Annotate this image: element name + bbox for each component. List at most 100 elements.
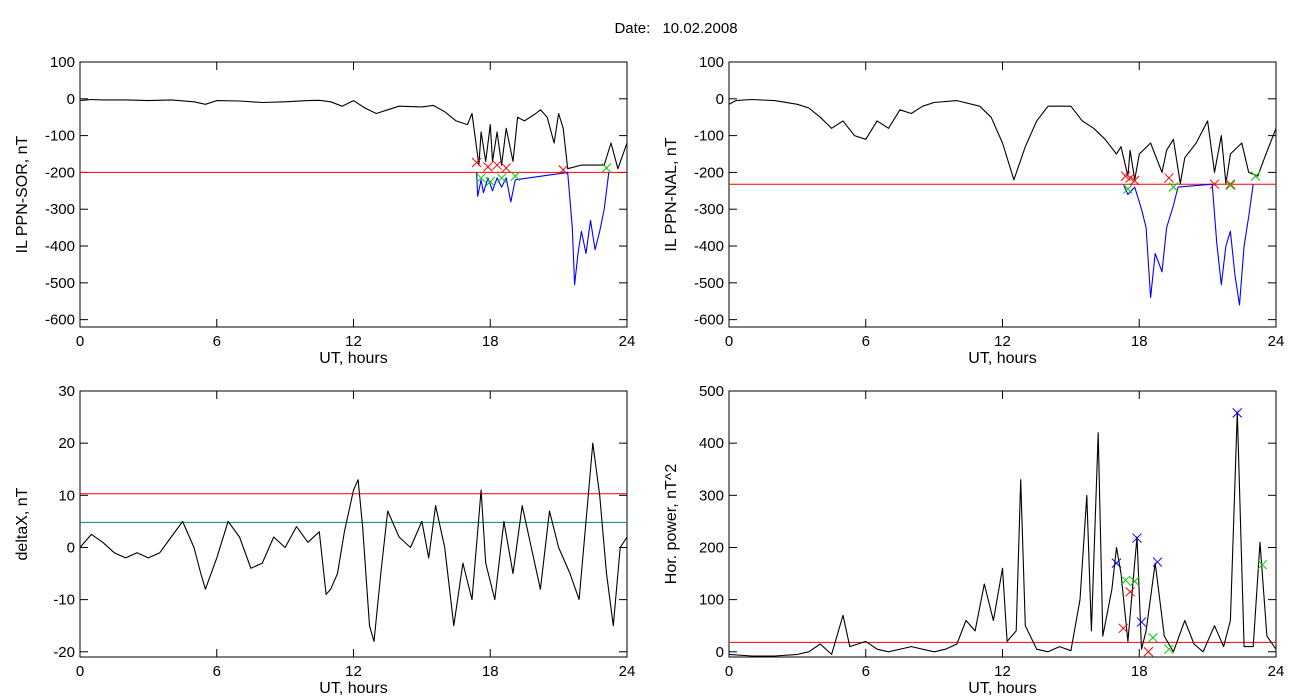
x-tick-label: 18 bbox=[1131, 333, 1148, 350]
x-axis-label: UT, hours bbox=[319, 350, 387, 367]
x-axis-label: UT, hours bbox=[968, 680, 1036, 697]
data-marker bbox=[1257, 559, 1268, 570]
data-marker bbox=[1225, 179, 1236, 190]
data-marker bbox=[1152, 557, 1163, 567]
y-tick-label: 400 bbox=[699, 435, 724, 452]
x-tick-label: 0 bbox=[725, 663, 733, 680]
data-marker bbox=[1122, 184, 1133, 194]
y-tick-label: 20 bbox=[58, 435, 75, 452]
data-marker bbox=[1232, 408, 1243, 418]
data-marker bbox=[1143, 646, 1154, 657]
data-marker bbox=[1250, 171, 1261, 181]
x-tick-label: 6 bbox=[862, 663, 870, 680]
x-tick-label: 18 bbox=[482, 333, 499, 350]
y-tick-label: -10 bbox=[53, 592, 75, 609]
panel-hor-power: 0 6 12 18 24 500 400 300 200 100 0 UT, hours Hor. po… bbox=[663, 383, 1284, 697]
data-marker bbox=[483, 162, 493, 172]
data-marker bbox=[1125, 173, 1135, 183]
data-marker bbox=[1118, 623, 1129, 634]
series-line bbox=[80, 98, 627, 170]
panel-deltax: 0 6 12 18 24 30 20 10 0 -10 -20 UT, hours deltaX, nT bbox=[14, 383, 635, 697]
plot-frame bbox=[79, 61, 628, 328]
x-axis-label: UT, hours bbox=[968, 350, 1036, 367]
data-marker bbox=[1148, 632, 1158, 643]
x-tick-label: 12 bbox=[994, 663, 1011, 680]
y-tick-label: 0 bbox=[716, 91, 724, 108]
panel-ppn-nal: 0 6 12 18 24 100 0 -100 -200 -300 -400 -500 -600 UT, … bbox=[663, 54, 1284, 367]
x-tick-label: 0 bbox=[76, 663, 84, 680]
data-marker bbox=[496, 173, 507, 183]
plot-area bbox=[80, 98, 627, 286]
y-tick-label: -600 bbox=[694, 312, 724, 329]
x-tick-label: 12 bbox=[345, 333, 362, 350]
x-tick-label: 24 bbox=[619, 333, 636, 350]
series-line bbox=[729, 411, 1276, 657]
panel-ppn-sor: 0 6 12 18 24 100 0 -100 -200 -300 -400 -500 -600 UT, … bbox=[14, 54, 635, 367]
y-tick-label: 300 bbox=[699, 487, 724, 504]
data-marker bbox=[492, 160, 502, 170]
data-marker bbox=[1129, 175, 1140, 186]
data-marker bbox=[501, 163, 512, 173]
plot-frame bbox=[79, 390, 628, 658]
y-tick-label: -100 bbox=[45, 128, 75, 145]
y-tick-label: -20 bbox=[53, 644, 75, 661]
y-tick-label: -600 bbox=[45, 312, 75, 329]
y-tick-label: 0 bbox=[716, 644, 724, 661]
y-tick-label: 100 bbox=[50, 54, 75, 71]
data-marker bbox=[476, 173, 486, 183]
x-axis-label: UT, hours bbox=[319, 680, 387, 697]
x-tick-label: 6 bbox=[862, 333, 870, 350]
y-tick-label: 100 bbox=[699, 54, 724, 71]
y-tick-label: -200 bbox=[694, 164, 724, 181]
plot-area bbox=[729, 408, 1276, 657]
series-line bbox=[476, 171, 610, 286]
plot-area bbox=[729, 98, 1276, 306]
y-tick-label: -500 bbox=[45, 275, 75, 292]
data-marker bbox=[1209, 179, 1220, 190]
data-marker bbox=[510, 171, 521, 181]
date-label: Date: bbox=[614, 20, 650, 37]
x-tick-label: 6 bbox=[213, 333, 221, 350]
x-tick-label: 12 bbox=[345, 663, 362, 680]
data-marker bbox=[1125, 586, 1135, 597]
y-axis-label: Hor. power, nT^2 bbox=[663, 464, 680, 585]
plot-frame bbox=[728, 61, 1277, 328]
y-tick-label: -200 bbox=[45, 164, 75, 181]
y-tick-label: -500 bbox=[694, 275, 724, 292]
y-tick-label: 100 bbox=[699, 592, 724, 609]
plot-area bbox=[80, 442, 627, 642]
data-marker bbox=[601, 163, 612, 173]
y-tick-label: 30 bbox=[58, 383, 75, 400]
series-line bbox=[80, 442, 627, 642]
data-marker bbox=[1136, 617, 1147, 627]
data-marker bbox=[1129, 576, 1140, 587]
y-tick-label: 10 bbox=[58, 487, 75, 504]
series-line bbox=[1122, 183, 1254, 306]
y-axis-label: IL PPN-SOR, nT bbox=[14, 135, 31, 253]
data-marker bbox=[1132, 533, 1142, 543]
data-marker bbox=[1164, 173, 1174, 183]
x-tick-label: 24 bbox=[1268, 663, 1285, 680]
data-marker bbox=[1111, 558, 1122, 568]
x-tick-label: 6 bbox=[213, 663, 221, 680]
y-tick-label: 200 bbox=[699, 539, 724, 556]
y-axis-label: deltaX, nT bbox=[14, 487, 31, 560]
x-tick-label: 0 bbox=[76, 333, 84, 350]
y-tick-label: -400 bbox=[45, 238, 75, 255]
data-marker bbox=[1225, 180, 1236, 191]
x-tick-label: 18 bbox=[482, 663, 499, 680]
y-tick-label: 500 bbox=[699, 383, 724, 400]
y-tick-label: -300 bbox=[694, 201, 724, 218]
x-tick-label: 18 bbox=[1131, 663, 1148, 680]
data-marker bbox=[485, 176, 496, 187]
plot-frame bbox=[728, 390, 1277, 658]
data-marker bbox=[1164, 644, 1174, 655]
data-marker bbox=[1168, 182, 1179, 192]
data-marker bbox=[471, 157, 482, 168]
y-tick-label: -400 bbox=[694, 238, 724, 255]
x-tick-label: 0 bbox=[725, 333, 733, 350]
x-tick-label: 24 bbox=[1268, 333, 1285, 350]
y-tick-label: -100 bbox=[694, 128, 724, 145]
data-marker bbox=[558, 164, 569, 175]
